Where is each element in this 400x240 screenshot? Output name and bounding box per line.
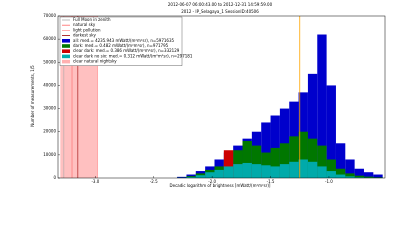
x-tick-label: -1.5 xyxy=(267,179,275,184)
bar xyxy=(326,85,336,178)
legend-label: clear dark: med.= 0.386 mWatt/(m²m²sr), … xyxy=(73,48,180,53)
legend-label: clear natural nightsky xyxy=(73,59,117,64)
x-tick-label: -1.0 xyxy=(325,179,333,184)
bar xyxy=(242,162,252,178)
y-tick-label: 10000 xyxy=(43,152,56,157)
bar xyxy=(298,159,308,178)
chart-subtitle: 2012 - IP_Selagaya_1 SessionID:40506 xyxy=(181,9,259,14)
bar xyxy=(335,143,346,178)
bar xyxy=(270,147,280,178)
x-tick-label: -2.5 xyxy=(150,179,158,184)
bar xyxy=(186,177,196,178)
y-tick-label: 20000 xyxy=(43,129,56,134)
bar xyxy=(270,166,280,178)
bar xyxy=(242,140,252,178)
y-tick-label: 70000 xyxy=(43,13,56,18)
bar xyxy=(261,165,271,178)
bar xyxy=(270,115,280,178)
bar xyxy=(214,169,224,178)
legend-label: all: med.= 4235.943 mWatt/(m²m²sr), n=59… xyxy=(73,38,175,43)
bar xyxy=(363,172,374,178)
bar xyxy=(307,161,318,178)
y-tick-label: 50000 xyxy=(43,59,56,64)
bar xyxy=(223,150,234,178)
chart: 2012-06-07 06:00:43.00 to 2012-12-31 14:… xyxy=(30,2,386,188)
x-tick-label: -3.0 xyxy=(91,179,99,184)
y-tick-label: 60000 xyxy=(43,36,56,41)
legend-label: light pollution xyxy=(73,27,101,32)
bar xyxy=(307,138,318,178)
bar xyxy=(354,168,364,178)
plot-frame xyxy=(57,15,386,179)
legend-swatch xyxy=(62,44,70,48)
bar xyxy=(177,176,187,178)
bar xyxy=(335,168,346,178)
bar xyxy=(345,159,355,178)
legend-swatch xyxy=(62,54,70,59)
y-tick-label: 40000 xyxy=(43,82,56,87)
legend-label: darkest sky xyxy=(73,33,96,38)
bar xyxy=(298,131,308,178)
legend-label: Full Moon in zenith xyxy=(73,17,111,22)
bar xyxy=(289,161,299,178)
legend-label: natural sky xyxy=(73,22,96,27)
bar xyxy=(307,73,318,178)
x-axis-label: Decadic logarithm of brightness [mWatt/(… xyxy=(170,183,271,188)
bar xyxy=(326,171,336,178)
bar xyxy=(326,159,336,178)
bar xyxy=(205,172,215,178)
bar xyxy=(195,175,206,178)
legend-frame xyxy=(59,16,183,66)
y-tick-label: 0 xyxy=(53,175,56,180)
legend-swatch xyxy=(62,39,70,43)
x-tick-label: -2.0 xyxy=(208,179,216,184)
chart-title: 2012-06-07 06:00:43.00 to 2012-12-31 14:… xyxy=(168,2,273,7)
bar xyxy=(279,143,290,178)
bar xyxy=(279,108,290,178)
bar xyxy=(289,136,299,178)
y-axis-label: Number of measurements, 1/5 xyxy=(30,65,35,127)
legend-label: clear dark no six: med.= 0.312 mWatt/(m²… xyxy=(73,53,193,58)
bar xyxy=(335,174,346,178)
bar xyxy=(279,164,290,178)
bar xyxy=(354,175,364,178)
bar xyxy=(345,176,355,178)
bar xyxy=(354,177,364,178)
bar xyxy=(345,173,355,178)
legend-label: dark: med.= 0.482 mWatt/(m²m²sr), n=9717… xyxy=(73,43,169,48)
bar xyxy=(233,164,243,178)
bar xyxy=(251,164,262,178)
bar xyxy=(317,166,327,178)
bar xyxy=(373,177,383,178)
bar xyxy=(261,122,271,178)
legend-swatch xyxy=(62,59,70,64)
legend-swatch xyxy=(62,49,70,53)
bar xyxy=(223,166,234,178)
bar xyxy=(317,34,327,179)
bar xyxy=(251,145,262,178)
bar xyxy=(373,174,383,178)
y-tick-label: 30000 xyxy=(43,106,56,111)
bar xyxy=(363,176,374,178)
bar xyxy=(317,145,327,178)
